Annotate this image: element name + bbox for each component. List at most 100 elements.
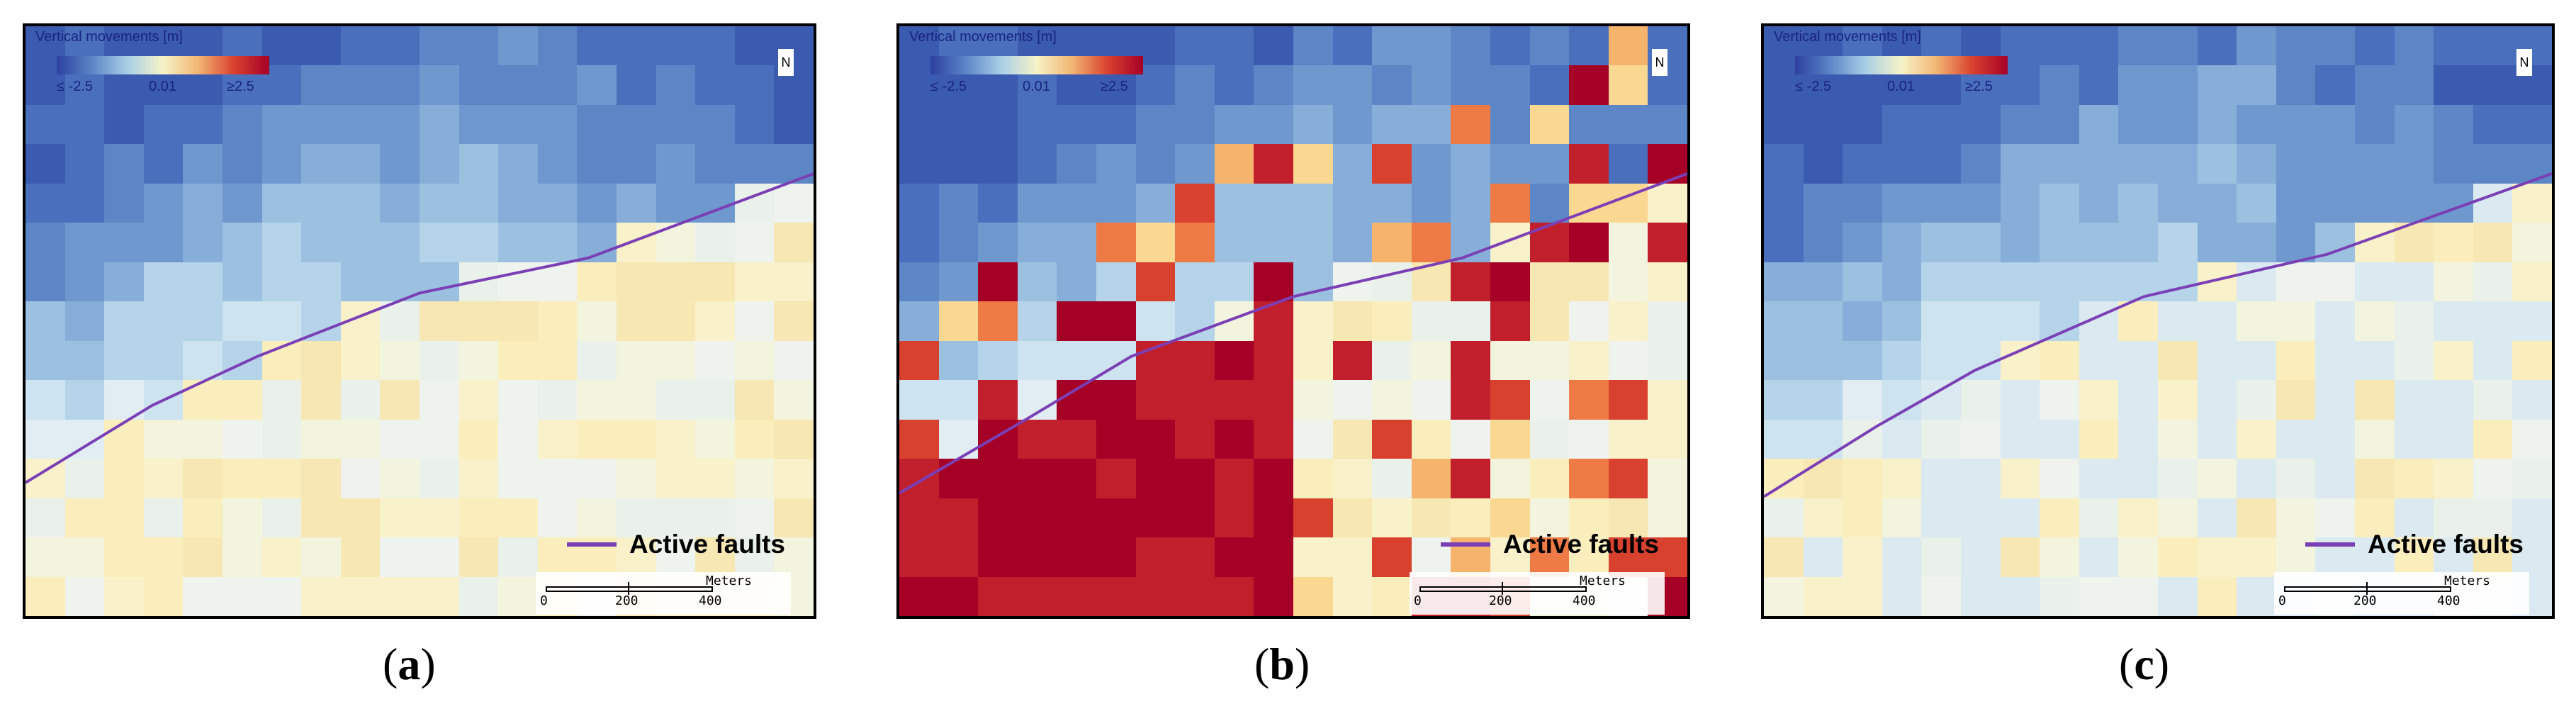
raster-cell — [104, 262, 144, 302]
raster-cell — [1764, 419, 1804, 459]
raster-cell — [143, 144, 184, 184]
raster-cell — [2394, 65, 2434, 105]
raster-cell — [2434, 380, 2473, 420]
raster-cell — [1451, 498, 1490, 538]
raster-cell — [1372, 144, 1412, 184]
raster-cell — [1921, 144, 1961, 184]
raster-cell — [222, 144, 262, 184]
raster-cell — [1608, 223, 1648, 262]
raster-cell — [577, 104, 617, 145]
raster-cell — [2394, 144, 2434, 184]
raster-cell — [380, 576, 420, 616]
raster-cell — [978, 223, 1018, 262]
raster-cell — [1882, 301, 1922, 341]
raster-cell — [261, 301, 302, 341]
raster-cell — [2197, 301, 2237, 341]
raster-cell — [577, 301, 617, 341]
raster-cell — [2197, 576, 2237, 616]
raster-cell — [1529, 419, 1570, 459]
raster-cell — [2040, 262, 2079, 302]
raster-cell — [1293, 537, 1333, 577]
raster-cell — [2079, 576, 2119, 616]
raster-cell — [2315, 459, 2355, 498]
raster-cell — [26, 144, 65, 184]
raster-cell — [734, 301, 775, 341]
raster-cell — [1569, 537, 1609, 577]
raster-cell — [2237, 459, 2276, 498]
raster-cell — [774, 498, 814, 538]
raster-cell — [183, 419, 223, 459]
raster-cell — [1608, 65, 1648, 105]
raster-cell — [2197, 26, 2237, 66]
raster-cell — [1451, 380, 1490, 420]
raster-cell — [498, 26, 538, 66]
raster-cell — [340, 65, 381, 105]
raster-cell — [301, 183, 341, 223]
scale-unit: Meters — [2444, 574, 2491, 588]
color-legend: Vertical movements [m] ≤ -2.5 0.01 ≥2.5 — [1774, 29, 2008, 100]
raster-cell — [2157, 144, 2198, 184]
raster-cell — [2157, 537, 2198, 577]
raster-cell — [1135, 537, 1176, 577]
raster-cell — [1332, 459, 1373, 498]
raster-cell — [978, 576, 1018, 616]
raster-cell — [1803, 498, 1843, 538]
raster-cell — [1569, 223, 1609, 262]
raster-cell — [978, 183, 1018, 223]
raster-cell — [1135, 262, 1176, 302]
raster-cell — [2473, 144, 2513, 184]
raster-cell — [695, 380, 735, 420]
raster-cell — [1843, 183, 1882, 223]
raster-cell — [938, 262, 979, 302]
raster-cell — [978, 340, 1018, 381]
raster-cell — [1764, 380, 1804, 420]
raster-cell — [2512, 380, 2552, 420]
raster-cell — [1803, 576, 1843, 616]
raster-cell — [64, 340, 105, 381]
raster-cell — [2000, 498, 2040, 538]
raster-cell — [26, 576, 65, 616]
raster-cell — [26, 301, 65, 341]
raster-cell — [656, 380, 696, 420]
raster-cell — [2118, 223, 2158, 262]
raster-cell — [1960, 144, 2001, 184]
raster-cell — [1293, 340, 1333, 381]
raster-cell — [1214, 144, 1254, 184]
raster-cell — [1175, 576, 1215, 616]
active-fault-line — [1764, 172, 2552, 498]
raster-cell — [1372, 340, 1412, 381]
raster-cell — [899, 498, 939, 538]
north-arrow-icon: N — [1652, 49, 1667, 76]
legend-title: Vertical movements [m] — [35, 29, 183, 45]
raster-cell — [978, 262, 1018, 302]
raster-cell — [183, 144, 223, 184]
raster-cell — [380, 498, 420, 538]
raster-cell — [1803, 537, 1843, 577]
raster-cell — [1843, 498, 1882, 538]
raster-cell — [656, 498, 696, 538]
raster-cell — [2079, 223, 2119, 262]
raster-cell — [301, 459, 341, 498]
raster-cell — [1843, 301, 1882, 341]
raster-cell — [380, 419, 420, 459]
raster-cell — [2434, 301, 2473, 341]
raster-cell — [419, 459, 459, 498]
raster-cell — [380, 104, 420, 145]
raster-cell — [1569, 26, 1609, 66]
raster-cell — [2473, 340, 2513, 381]
raster-cell — [1648, 380, 1687, 420]
raster-cell — [498, 576, 538, 616]
raster-cell — [340, 537, 381, 577]
raster-cell — [1175, 498, 1215, 538]
raster-cell — [2197, 65, 2237, 105]
raster-cell — [1214, 498, 1254, 538]
raster-cell — [143, 419, 184, 459]
raster-cell — [1096, 144, 1136, 184]
raster-cell — [1254, 498, 1293, 538]
raster-cell — [1096, 459, 1136, 498]
raster-cell — [537, 301, 578, 341]
raster-cell — [1648, 498, 1687, 538]
raster-cell — [616, 459, 656, 498]
raster-cell — [419, 65, 459, 105]
raster-cell — [2118, 183, 2158, 223]
